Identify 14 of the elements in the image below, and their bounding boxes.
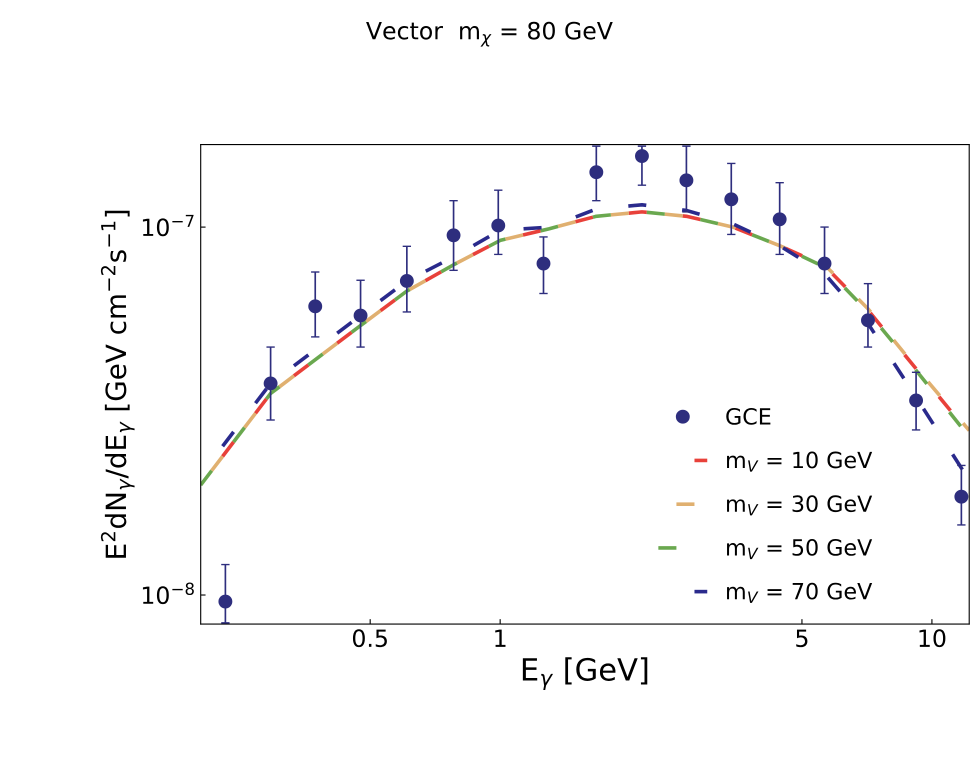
legend-label: m$_{V}$ = 10 GeV xyxy=(727,452,872,472)
chart-title: Vector m$_{χ}$ = 80 GeV xyxy=(366,22,613,47)
y-tick-label: 10$^{−7}$ xyxy=(142,214,194,236)
x-tick-label: 10 xyxy=(919,629,946,648)
legend-label: m$_{V}$ = 70 GeV xyxy=(727,582,872,603)
x-tick-label: 5 xyxy=(796,630,808,648)
legend-label: m$_{V}$ = 30 GeV xyxy=(727,495,872,516)
x-tick-label: 0.5 xyxy=(352,629,387,648)
legend-label: GCE xyxy=(726,408,770,425)
legend-label: m$_{V}$ = 50 GeV xyxy=(727,539,872,560)
x-tick-label: 1 xyxy=(495,630,506,647)
text: E$^{2}$dN$_{γ}$/dE$_{γ}$ [GeV cm$^{−2}$s$^{−1}$] xyxy=(100,210,135,558)
x-axis-title: E$_{γ}$ [GeV] xyxy=(522,657,648,690)
y-tick-label: 10$^{−8}$ xyxy=(142,582,194,604)
